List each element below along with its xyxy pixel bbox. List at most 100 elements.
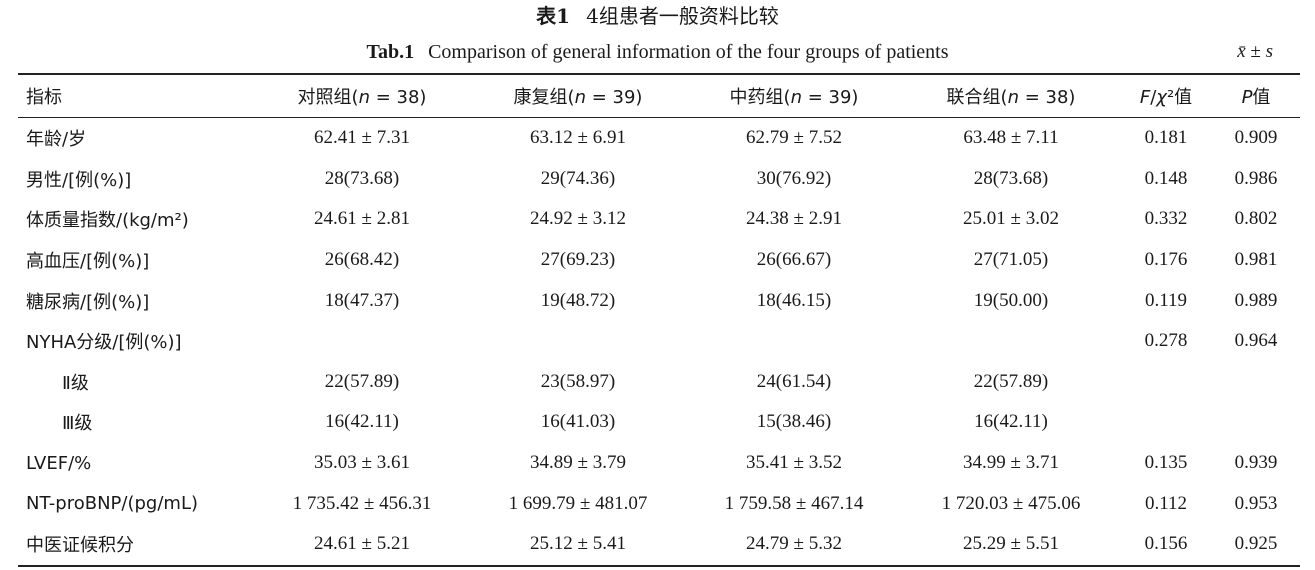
p-value-cell: 0.802 (1234, 208, 1278, 230)
group-value-cell: 26(66.67) (756, 249, 832, 271)
group-value-cell: 63.48 ± 7.11 (963, 127, 1059, 149)
header-f-chi2: F/χ²值 (1139, 87, 1193, 108)
group-value-cell: 28(73.68) (973, 167, 1049, 189)
group-value-cell: 35.41 ± 3.52 (746, 452, 842, 474)
group-value-cell: 19(48.72) (540, 289, 616, 311)
row-label: NYHA分级/[例(%)] (26, 332, 182, 354)
group-value-cell: 19(50.00) (973, 289, 1049, 311)
row-label: 年龄/岁 (26, 129, 87, 151)
group-value-cell: 24.61 ± 5.21 (314, 533, 410, 555)
p-value-cell: 0.939 (1234, 452, 1278, 474)
header-p-value: P值 (1241, 87, 1271, 108)
table-row: Ⅲ级 16(42.11) 16(41.03) 15(38.46) 16(42.11) (18, 402, 1300, 443)
group-value-cell: 1 735.42 ± 456.31 (292, 492, 432, 514)
group-value-cell: 24.79 ± 5.32 (746, 533, 842, 555)
f-chi2-value-cell: 0.332 (1144, 208, 1188, 230)
group-value-cell: 29(74.36) (540, 167, 616, 189)
table-header-row: 指标 对照组(n = 38) 康复组(n = 39) 中药组(n = 39) 联… (18, 74, 1300, 118)
group-value-cell: 63.12 ± 6.91 (530, 127, 626, 149)
group-value-cell: 24(61.54) (756, 370, 832, 392)
header-group-control: 对照组(n = 38) (297, 87, 427, 108)
table-title-chinese-text: 4组患者一般资料比较 (586, 4, 779, 28)
f-chi2-value-cell: 0.176 (1144, 249, 1188, 271)
statistic-note: x̄ ± s (1237, 41, 1273, 62)
group-value-cell: 28(73.68) (324, 167, 400, 189)
table-row: NT-proBNP/(pg/mL) 1 735.42 ± 456.31 1 699.… (18, 483, 1300, 524)
f-chi2-value-cell (1120, 362, 1212, 403)
group-value-cell: 27(69.23) (540, 249, 616, 271)
table-row: LVEF/% 35.03 ± 3.61 34.89 ± 3.79 35.41 ± 3.… (18, 443, 1300, 484)
group-value-cell: 18(46.15) (756, 289, 832, 311)
group-value-cell: 25.12 ± 5.41 (530, 533, 626, 555)
comparison-table: 指标 对照组(n = 38) 康复组(n = 39) 中药组(n = 39) 联… (18, 73, 1300, 567)
group-value-cell: 1 759.58 ± 467.14 (724, 492, 864, 514)
table-row: 体质量指数/(kg/m²) 24.61 ± 2.81 24.92 ± 3.12 24.… (18, 199, 1300, 240)
p-value-cell: 0.953 (1234, 492, 1278, 514)
row-label: 中医证候积分 (26, 535, 134, 557)
table-row: 年龄/岁 62.41 ± 7.31 63.12 ± 6.91 62.79 ± 7.52… (18, 118, 1300, 159)
group-value-cell: 34.89 ± 3.79 (530, 452, 626, 474)
p-value-cell: 0.986 (1234, 167, 1278, 189)
group-value-cell: 16(41.03) (540, 411, 616, 433)
row-label: Ⅱ级 (62, 372, 89, 394)
table-row: 高血压/[例(%)] 26(68.42) 27(69.23) 26(66.67) 27(… (18, 240, 1300, 281)
group-value-cell (902, 321, 1120, 362)
table-row: 男性/[例(%)] 28(73.68) 29(74.36) 30(76.92) 28(7… (18, 159, 1300, 200)
group-value-cell: 24.61 ± 2.81 (314, 208, 410, 230)
f-chi2-value-cell: 0.119 (1144, 289, 1188, 311)
table-row: 糖尿病/[例(%)] 18(47.37) 19(48.72) 18(46.15) 19(… (18, 280, 1300, 321)
p-value-cell: 0.989 (1234, 289, 1278, 311)
row-label: NT-proBNP/(pg/mL) (26, 493, 199, 515)
header-group-rehab: 康复组(n = 39) (513, 87, 643, 108)
group-value-cell: 1 720.03 ± 475.06 (941, 492, 1081, 514)
table-row: 中医证候积分 24.61 ± 5.21 25.12 ± 5.41 24.79 ± 5.… (18, 524, 1300, 566)
table-number-english: Tab.1 (366, 41, 415, 63)
group-value-cell: 1 699.79 ± 481.07 (508, 492, 648, 514)
group-value-cell (686, 321, 902, 362)
row-label: LVEF/% (26, 452, 92, 474)
group-value-cell: 22(57.89) (973, 370, 1049, 392)
group-value-cell: 22(57.89) (324, 370, 400, 392)
row-label: 糖尿病/[例(%)] (26, 291, 150, 313)
group-value-cell: 35.03 ± 3.61 (314, 452, 410, 474)
p-value-cell (1212, 402, 1300, 443)
header-indicator: 指标 (26, 87, 62, 108)
group-value-cell: 27(71.05) (973, 249, 1049, 271)
row-label: 体质量指数/(kg/m²) (26, 210, 189, 232)
group-value-cell: 25.01 ± 3.02 (963, 208, 1059, 230)
row-label: 男性/[例(%)] (26, 169, 132, 191)
table-title-english-text: Comparison of general information of the… (428, 41, 949, 63)
p-value-cell: 0.981 (1234, 249, 1278, 271)
group-value-cell: 24.92 ± 3.12 (530, 208, 626, 230)
row-label: Ⅲ级 (62, 413, 93, 435)
f-chi2-value-cell: 0.278 (1144, 330, 1188, 352)
table-title-chinese: 表1 4组患者一般资料比较 (0, 2, 1315, 30)
group-value-cell: 34.99 ± 3.71 (963, 452, 1059, 474)
row-label: 高血压/[例(%)] (26, 251, 150, 273)
table-title-english: Tab.1 Comparison of general information o… (0, 38, 1315, 66)
f-chi2-value-cell: 0.181 (1144, 127, 1188, 149)
group-value-cell: 62.41 ± 7.31 (314, 127, 410, 149)
group-value-cell (254, 321, 470, 362)
group-value-cell: 24.38 ± 2.91 (746, 208, 842, 230)
group-value-cell: 18(47.37) (324, 289, 400, 311)
header-group-tcm: 中药组(n = 39) (729, 87, 859, 108)
p-value-cell: 0.925 (1234, 533, 1278, 555)
subtitle-row: Tab.1 Comparison of general information o… (0, 38, 1315, 66)
group-value-cell: 15(38.46) (756, 411, 832, 433)
group-value-cell: 23(58.97) (540, 370, 616, 392)
group-value-cell: 26(68.42) (324, 249, 400, 271)
table-number-chinese: 表1 (536, 4, 571, 28)
group-value-cell: 16(42.11) (974, 411, 1048, 433)
f-chi2-value-cell: 0.156 (1144, 533, 1188, 555)
f-chi2-value-cell: 0.148 (1144, 167, 1188, 189)
table-row: Ⅱ级 22(57.89) 23(58.97) 24(61.54) 22(57.89) (18, 362, 1300, 403)
header-group-combined: 联合组(n = 38) (946, 87, 1076, 108)
p-value-cell: 0.964 (1234, 330, 1278, 352)
group-value-cell: 16(42.11) (325, 411, 399, 433)
group-value-cell (470, 321, 686, 362)
p-value-cell (1212, 362, 1300, 403)
group-value-cell: 62.79 ± 7.52 (746, 127, 842, 149)
f-chi2-value-cell: 0.135 (1144, 452, 1188, 474)
p-value-cell: 0.909 (1234, 127, 1278, 149)
